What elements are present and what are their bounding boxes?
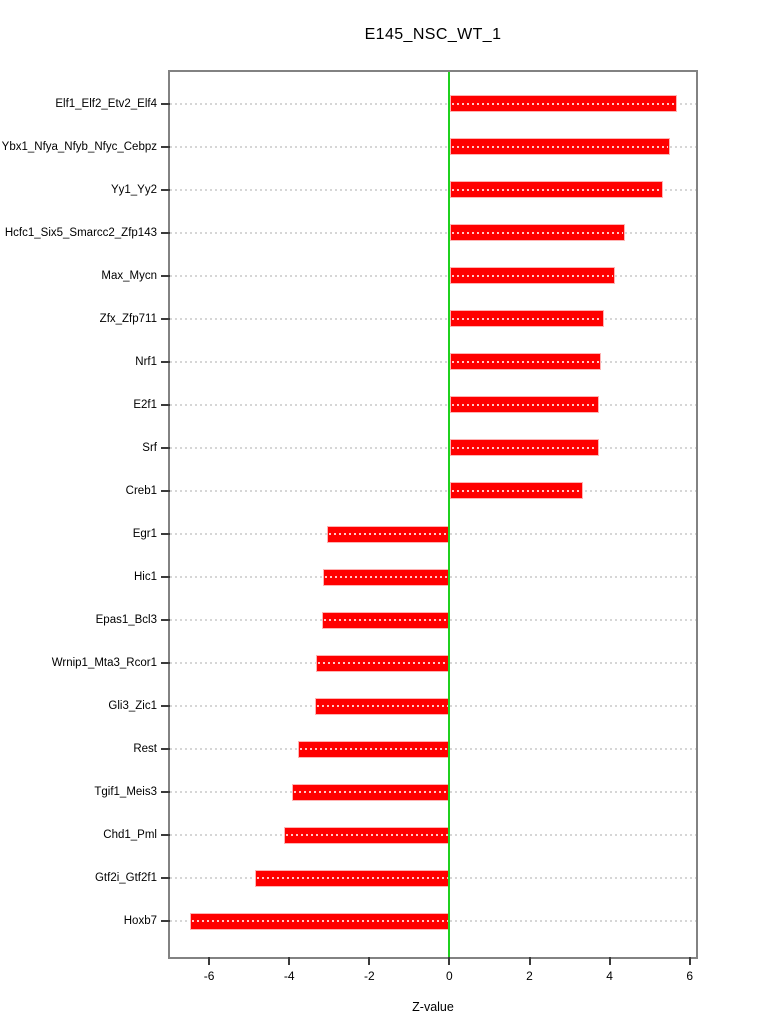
x-tick-label: 6: [686, 969, 694, 983]
bar-Creb1: [450, 483, 582, 499]
y-tick-label: Tgif1_Meis3: [94, 786, 157, 799]
grid-line: [170, 360, 696, 363]
bar-Ybx1_Nfya_Nfyb_Nfyc_Cebpz: [450, 139, 670, 155]
bar-Gtf2i_Gtf2f1: [255, 870, 450, 886]
y-tick: [161, 489, 170, 492]
bar-Tgif1_Meis3: [293, 784, 450, 800]
bar-Nrf1: [450, 354, 601, 370]
x-tick-label: -6: [203, 969, 215, 983]
x-axis-title: Z-value: [412, 1000, 454, 1014]
y-tick: [161, 145, 170, 148]
x-tick: [688, 957, 691, 965]
y-tick-label: Epas1_Bcl3: [95, 614, 157, 627]
bar-Elf1_Elf2_Etv2_Elf4: [450, 96, 677, 111]
y-axis-labels: Elf1_Elf2_Etv2_Elf4 Ybx1_Nfya_Nfyb_Nfyc_C…: [0, 72, 157, 957]
grid-line: [170, 403, 696, 406]
bar-Hoxb7: [191, 913, 450, 929]
x-tick: [288, 957, 291, 965]
bar-Rest: [298, 741, 450, 757]
bar-Hic1: [323, 569, 450, 585]
x-tick-label: 2: [526, 969, 533, 983]
y-tick: [161, 231, 170, 234]
y-tick: [161, 102, 170, 105]
y-tick: [161, 748, 170, 751]
grid-line: [170, 145, 696, 148]
y-tick: [161, 188, 170, 191]
x-tick: [368, 957, 371, 965]
y-tick-label: Ybx1_Nfya_Nfyb_Nfyc_Cebpz: [1, 140, 157, 153]
x-tick: [528, 957, 531, 965]
x-tick-label: -2: [363, 969, 375, 983]
y-tick-label: Max_Mycn: [101, 269, 157, 282]
bar-Yy1_Yy2: [450, 182, 663, 198]
grid-line: [170, 188, 696, 191]
y-tick-label: Hoxb7: [123, 915, 157, 928]
y-tick-label: Creb1: [125, 484, 157, 497]
bar-Wrnip1_Mta3_Rcor1: [317, 655, 450, 671]
x-tick: [608, 957, 611, 965]
y-tick-label: Elf1_Elf2_Etv2_Elf4: [55, 97, 157, 110]
grid-line: [170, 231, 696, 234]
x-tick-label: 0: [446, 969, 453, 983]
y-tick: [161, 920, 170, 923]
y-tick: [161, 791, 170, 794]
y-tick-label: Chd1_Pml: [103, 829, 157, 842]
y-tick: [161, 403, 170, 406]
bar-Gli3_Zic1: [316, 698, 450, 714]
y-tick-label: Nrf1: [135, 355, 157, 368]
y-tick: [161, 533, 170, 535]
y-tick-label: Gtf2i_Gtf2f1: [94, 872, 157, 885]
bar-Max_Mycn: [450, 268, 614, 284]
y-tick-label: Yy1_Yy2: [110, 183, 157, 196]
grid-line: [170, 489, 696, 492]
bar-Epas1_Bcl3: [322, 612, 450, 628]
x-tick-label: -4: [283, 969, 295, 983]
y-tick-label: Srf: [142, 441, 157, 454]
y-tick: [161, 877, 170, 880]
grid-line: [170, 317, 696, 320]
bar-Hcfc1_Six5_Smarcc2_Zfp143: [450, 225, 625, 241]
grid-line: [170, 102, 696, 105]
y-tick: [161, 446, 170, 449]
y-tick: [161, 662, 170, 665]
x-tick-label: 4: [606, 969, 613, 983]
bar-Srf: [450, 440, 598, 456]
x-tick: [448, 957, 451, 965]
chart-title: E145_NSC_WT_1: [364, 26, 502, 43]
y-tick-label: Wrnip1_Mta3_Rcor1: [51, 657, 157, 670]
bar-Egr1: [328, 526, 450, 542]
y-tick: [161, 360, 170, 363]
grid-line: [170, 446, 696, 449]
y-tick-label: Hic1: [133, 571, 157, 584]
bar-E2f1: [450, 397, 599, 413]
y-tick-label: Hcfc1_Six5_Smarcc2_Zfp143: [4, 226, 157, 239]
y-tick-label: E2f1: [133, 398, 157, 411]
zero-line: [448, 72, 451, 957]
y-tick: [161, 705, 170, 708]
plot-area: [170, 72, 696, 957]
y-tick-label: Rest: [133, 743, 157, 756]
grid-line: [170, 274, 696, 277]
bar-Zfx_Zfp711: [450, 311, 604, 327]
y-tick-label: Egr1: [132, 528, 157, 540]
y-tick: [161, 274, 170, 277]
y-tick: [161, 576, 170, 579]
y-tick-label: Zfx_Zfp711: [99, 312, 157, 325]
bar-Chd1_Pml: [285, 827, 450, 843]
y-tick: [161, 619, 170, 622]
y-tick: [161, 317, 170, 320]
y-tick-label: Gli3_Zic1: [108, 700, 157, 713]
plot-border-box: [168, 70, 698, 959]
x-tick: [208, 957, 211, 965]
y-tick: [161, 834, 170, 837]
